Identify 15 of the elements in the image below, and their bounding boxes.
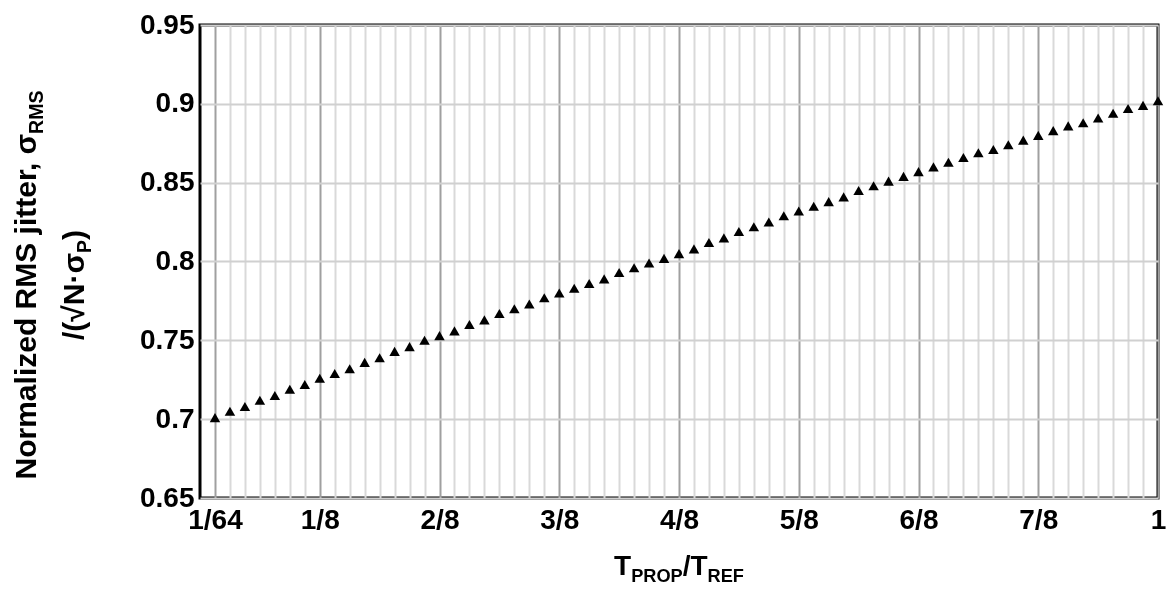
y-tick-label: 0.85 xyxy=(140,166,195,198)
x-tick-label: 5/8 xyxy=(779,503,819,535)
y-tick-label: 0.75 xyxy=(140,323,195,355)
y-tick-label: 0.8 xyxy=(155,245,195,276)
x-tick-label: 6/8 xyxy=(899,503,939,535)
x-tick-label: 1/8 xyxy=(300,503,340,535)
x-axis-title: T$_{PROP}$/T$_{REF}$ xyxy=(613,550,745,587)
x-tick-label: 1 xyxy=(1150,503,1167,535)
x-tick-label: 7/8 xyxy=(1019,503,1059,535)
x-tick-label: 3/8 xyxy=(540,503,580,535)
x-tick-label: 2/8 xyxy=(420,503,460,535)
x-tick-label: 4/8 xyxy=(660,503,699,535)
y-tick-label: 0.9 xyxy=(155,87,195,119)
y-tick-label: 0.95 xyxy=(140,8,195,40)
y-tick-label: 0.7 xyxy=(155,402,195,434)
